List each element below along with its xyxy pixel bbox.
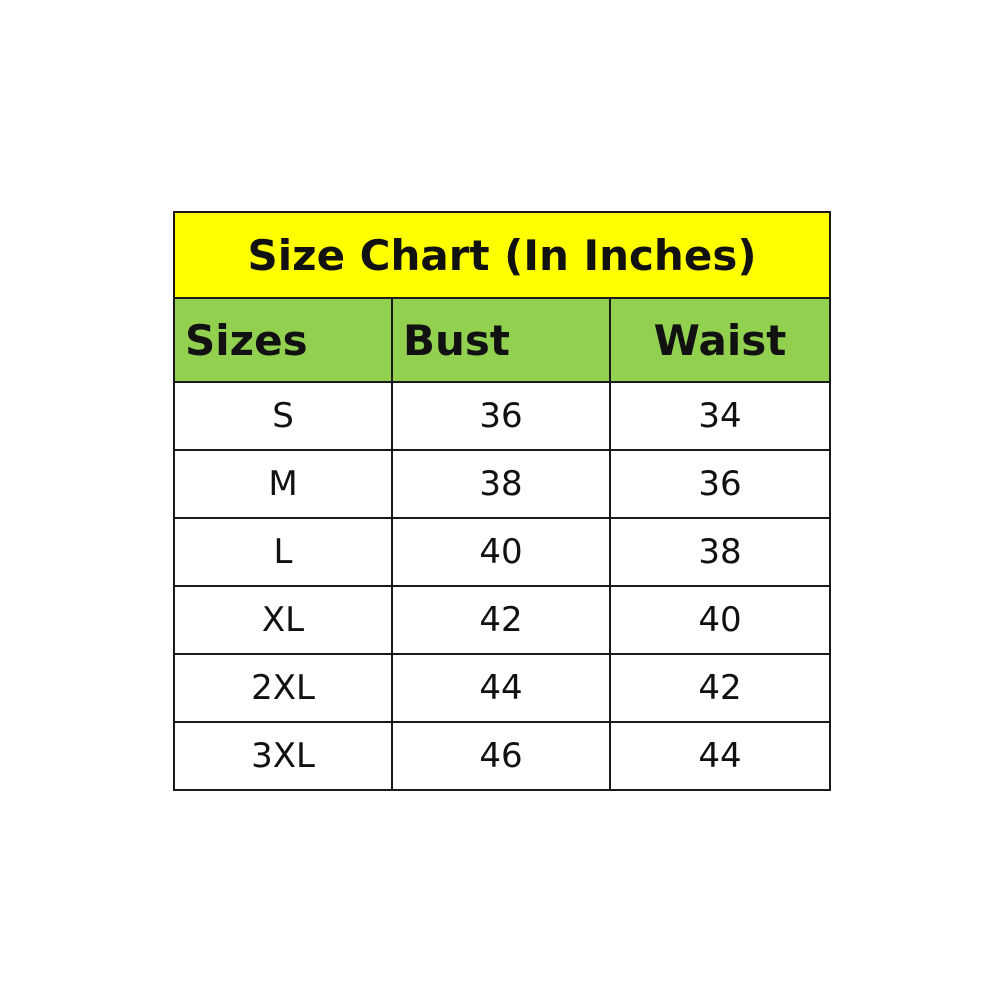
size-cell: M bbox=[173, 449, 393, 519]
bust-cell: 40 bbox=[391, 517, 611, 587]
column-header-bust: Bust bbox=[391, 297, 611, 383]
waist-cell: 36 bbox=[609, 449, 831, 519]
column-header-sizes: Sizes bbox=[173, 297, 393, 383]
header-row: Sizes Bust Waist bbox=[173, 297, 831, 383]
table-row: 3XL 46 44 bbox=[173, 721, 831, 791]
table-title: Size Chart (In Inches) bbox=[173, 211, 831, 299]
bust-cell: 44 bbox=[391, 653, 611, 723]
waist-cell: 44 bbox=[609, 721, 831, 791]
table-row: 2XL 44 42 bbox=[173, 653, 831, 723]
size-cell: 3XL bbox=[173, 721, 393, 791]
waist-cell: 38 bbox=[609, 517, 831, 587]
waist-cell: 40 bbox=[609, 585, 831, 655]
waist-cell: 42 bbox=[609, 653, 831, 723]
bust-cell: 36 bbox=[391, 381, 611, 451]
size-chart-table: Size Chart (In Inches) Sizes Bust Waist … bbox=[173, 211, 831, 791]
size-cell: L bbox=[173, 517, 393, 587]
table-row: XL 42 40 bbox=[173, 585, 831, 655]
bust-cell: 46 bbox=[391, 721, 611, 791]
table-row: L 40 38 bbox=[173, 517, 831, 587]
size-cell: S bbox=[173, 381, 393, 451]
bust-cell: 38 bbox=[391, 449, 611, 519]
bust-cell: 42 bbox=[391, 585, 611, 655]
size-cell: XL bbox=[173, 585, 393, 655]
column-header-waist: Waist bbox=[609, 297, 831, 383]
table-row: M 38 36 bbox=[173, 449, 831, 519]
size-cell: 2XL bbox=[173, 653, 393, 723]
waist-cell: 34 bbox=[609, 381, 831, 451]
table-row: S 36 34 bbox=[173, 381, 831, 451]
